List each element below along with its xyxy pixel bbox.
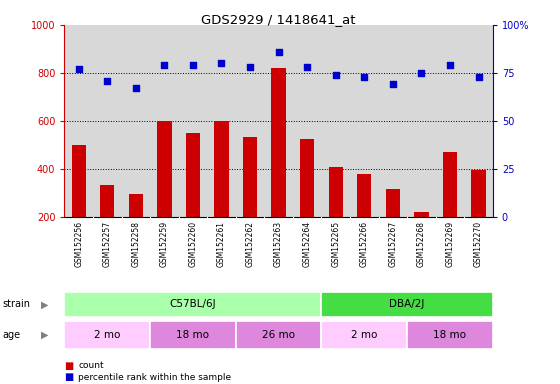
- Text: GSM152260: GSM152260: [188, 220, 198, 267]
- Text: C57BL/6J: C57BL/6J: [170, 299, 216, 310]
- Text: GSM152269: GSM152269: [445, 220, 455, 267]
- Point: [131, 85, 140, 91]
- Bar: [357, 174, 371, 217]
- Text: GSM152257: GSM152257: [102, 220, 112, 267]
- Point: [217, 60, 226, 66]
- Text: ■: ■: [64, 361, 74, 371]
- Text: percentile rank within the sample: percentile rank within the sample: [78, 372, 231, 382]
- Point: [302, 64, 311, 70]
- Text: ▶: ▶: [41, 330, 48, 340]
- Point: [474, 74, 483, 80]
- Text: GSM152256: GSM152256: [74, 220, 83, 267]
- Bar: [72, 145, 86, 217]
- Text: strain: strain: [3, 299, 31, 310]
- Point: [274, 49, 283, 55]
- Text: GSM152261: GSM152261: [217, 220, 226, 266]
- Text: ■: ■: [64, 372, 74, 382]
- Point: [103, 78, 112, 84]
- Bar: [472, 170, 486, 217]
- Bar: [272, 68, 286, 217]
- Bar: [64, 321, 150, 349]
- Bar: [100, 185, 114, 217]
- Point: [331, 72, 340, 78]
- Text: GDS2929 / 1418641_at: GDS2929 / 1418641_at: [202, 13, 356, 26]
- Point: [417, 70, 426, 76]
- Point: [245, 64, 254, 70]
- Text: 26 mo: 26 mo: [262, 330, 295, 340]
- Bar: [129, 194, 143, 217]
- Point: [74, 66, 83, 72]
- Bar: [186, 133, 200, 217]
- Text: DBA/2J: DBA/2J: [389, 299, 425, 310]
- Point: [446, 62, 455, 68]
- Text: GSM152267: GSM152267: [388, 220, 398, 267]
- Text: GSM152264: GSM152264: [302, 220, 312, 267]
- Bar: [300, 139, 314, 217]
- Bar: [214, 121, 228, 217]
- Text: 18 mo: 18 mo: [176, 330, 209, 340]
- Text: age: age: [3, 330, 21, 340]
- Text: 2 mo: 2 mo: [94, 330, 120, 340]
- Text: GSM152265: GSM152265: [331, 220, 340, 267]
- Text: GSM152262: GSM152262: [245, 220, 255, 266]
- Point: [160, 62, 169, 68]
- Text: count: count: [78, 361, 104, 370]
- Point: [360, 74, 368, 80]
- Bar: [236, 321, 321, 349]
- Text: GSM152268: GSM152268: [417, 220, 426, 266]
- Bar: [243, 137, 257, 217]
- Bar: [407, 321, 493, 349]
- Text: GSM152266: GSM152266: [360, 220, 369, 267]
- Text: GSM152259: GSM152259: [160, 220, 169, 267]
- Bar: [414, 212, 428, 217]
- Bar: [157, 121, 171, 217]
- Text: GSM152258: GSM152258: [131, 220, 141, 266]
- Text: 2 mo: 2 mo: [351, 330, 377, 340]
- Bar: [64, 292, 321, 317]
- Bar: [321, 321, 407, 349]
- Text: GSM152263: GSM152263: [274, 220, 283, 267]
- Text: ▶: ▶: [41, 299, 48, 310]
- Bar: [329, 167, 343, 217]
- Bar: [386, 189, 400, 217]
- Bar: [321, 292, 493, 317]
- Text: GSM152270: GSM152270: [474, 220, 483, 267]
- Bar: [443, 152, 457, 217]
- Point: [388, 81, 397, 88]
- Point: [188, 62, 198, 68]
- Text: 18 mo: 18 mo: [433, 330, 466, 340]
- Bar: [150, 321, 236, 349]
